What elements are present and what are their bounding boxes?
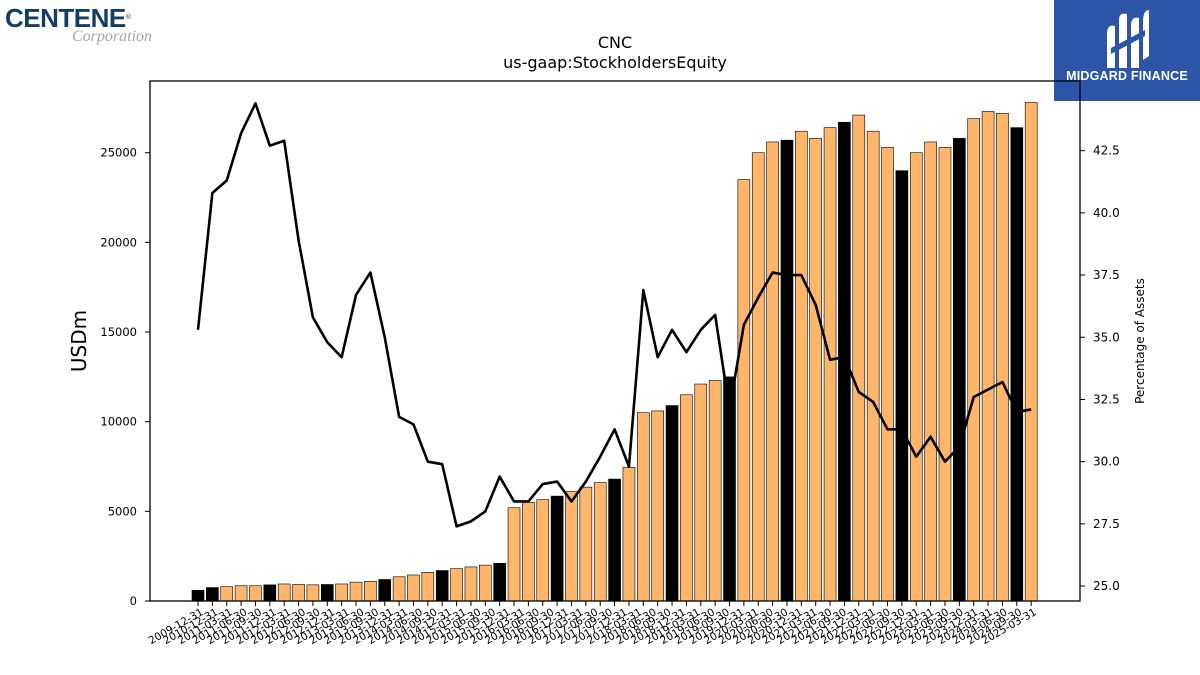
bar-2024-12-31 bbox=[1010, 127, 1024, 602]
bar-2024-09-30 bbox=[996, 112, 1009, 602]
bar-2015-03-31 bbox=[450, 568, 463, 602]
centene-logo: CENTENE® Corporation bbox=[5, 4, 175, 48]
bar-2010-12-31 bbox=[206, 587, 219, 602]
bar-2019-03-31 bbox=[680, 394, 693, 602]
y-tick-label: 10000 bbox=[100, 415, 137, 429]
line-layer bbox=[196, 102, 1032, 528]
bar-2016-12-31 bbox=[550, 495, 564, 602]
bar-2023-09-30 bbox=[938, 147, 952, 602]
midgard-finance-logo: MIDGARD FINANCE bbox=[1054, 0, 1200, 101]
y2-tick-label: 27.5 bbox=[1093, 517, 1120, 531]
y-tick-label: 0 bbox=[130, 594, 137, 608]
bar-2016-06-30 bbox=[522, 502, 535, 602]
bar-2012-12-31 bbox=[320, 584, 334, 602]
bar-2014-12-31 bbox=[435, 570, 449, 602]
bar-2021-06-30 bbox=[809, 138, 823, 602]
bar-2021-12-31 bbox=[838, 121, 851, 602]
bar-2023-12-31 bbox=[953, 138, 966, 602]
y2-axis-label: Percentage of Assets bbox=[1133, 278, 1147, 404]
bar-2019-06-30 bbox=[694, 383, 708, 602]
bar-2015-12-31 bbox=[493, 563, 506, 602]
x-axis: 2009-12-312010-12-312011-03-312011-06-30… bbox=[147, 601, 1039, 647]
bar-2016-03-31 bbox=[507, 507, 521, 602]
registered-mark: ® bbox=[125, 14, 131, 21]
bar-2024-06-30 bbox=[981, 111, 995, 602]
bars-layer bbox=[191, 102, 1038, 602]
bar-2018-12-31 bbox=[665, 405, 679, 602]
midgard-mark-icon bbox=[1107, 10, 1149, 69]
bar-2012-09-30 bbox=[306, 584, 320, 602]
bar-2017-12-31 bbox=[608, 478, 621, 602]
bar-2013-06-30 bbox=[349, 581, 363, 602]
y2-tick-label: 40.0 bbox=[1093, 206, 1120, 220]
bar-2022-03-31 bbox=[852, 114, 866, 602]
chart-subtitle: us-gaap:StockholdersEquity bbox=[503, 53, 727, 72]
bar-2011-12-31 bbox=[263, 584, 277, 602]
bar-2009-12-31 bbox=[191, 589, 205, 602]
y-tick-label: 20000 bbox=[100, 235, 137, 249]
bar-2012-03-31 bbox=[277, 583, 291, 602]
bar-2013-09-30 bbox=[364, 580, 377, 602]
midgard-wordmark: MIDGARD FINANCE bbox=[1066, 69, 1188, 83]
bar-2011-06-30 bbox=[234, 585, 248, 602]
bar-2020-03-31 bbox=[737, 179, 751, 602]
y2-tick-label: 37.5 bbox=[1093, 268, 1120, 282]
bar-2019-09-30 bbox=[708, 380, 722, 602]
y2-tick-label: 42.5 bbox=[1093, 144, 1120, 158]
bar-2015-09-30 bbox=[478, 564, 492, 602]
centene-wordmark-text: CENTENE bbox=[5, 3, 126, 33]
bar-2017-03-31 bbox=[565, 491, 578, 602]
y-tick-label: 25000 bbox=[100, 146, 137, 160]
y-tick-label: 15000 bbox=[100, 325, 137, 339]
centene-subtitle: Corporation bbox=[72, 28, 153, 45]
bar-2013-12-31 bbox=[378, 579, 392, 602]
bar-2012-06-30 bbox=[292, 584, 305, 602]
bar-2023-03-31 bbox=[909, 152, 923, 602]
bar-2011-03-31 bbox=[220, 586, 234, 602]
bar-2011-09-30 bbox=[249, 585, 262, 602]
y2-tick-label: 32.5 bbox=[1093, 392, 1120, 406]
bar-2024-03-31 bbox=[967, 118, 981, 602]
bar-2018-03-31 bbox=[622, 467, 636, 602]
right-axis: 25.0 27.5 30.0 32.5 35.0 37.5 40.0 42.5 bbox=[1080, 144, 1120, 593]
bar-2023-06-30 bbox=[924, 141, 937, 602]
y2-tick-label: 30.0 bbox=[1093, 455, 1120, 469]
bar-2014-06-30 bbox=[407, 574, 420, 602]
bar-2018-06-30 bbox=[637, 412, 650, 602]
bar-2020-09-30 bbox=[766, 141, 779, 602]
bar-2022-06-30 bbox=[866, 130, 880, 602]
y2-tick-label: 35.0 bbox=[1093, 330, 1120, 344]
bar-2021-09-30 bbox=[823, 127, 837, 602]
bar-2017-06-30 bbox=[579, 486, 593, 602]
y-tick-label: 5000 bbox=[108, 504, 137, 518]
bar-2014-09-30 bbox=[421, 572, 435, 602]
percentage-line bbox=[196, 102, 1032, 528]
bar-2022-12-31 bbox=[895, 170, 909, 602]
chart-title: CNC bbox=[598, 33, 632, 52]
y-axis-label: USDm bbox=[67, 310, 91, 372]
bar-2014-03-31 bbox=[392, 576, 406, 602]
bar-2018-09-30 bbox=[651, 410, 664, 602]
bar-2016-09-30 bbox=[536, 499, 550, 602]
left-axis: 0 5000 10000 15000 20000 25000 bbox=[100, 146, 150, 608]
bar-2020-12-31 bbox=[780, 139, 794, 602]
bar-2017-09-30 bbox=[593, 482, 607, 602]
centene-wordmark: CENTENE® bbox=[5, 3, 131, 33]
bar-2020-06-30 bbox=[751, 152, 765, 602]
y2-tick-label: 25.0 bbox=[1093, 579, 1120, 593]
bar-2025-03-31 bbox=[1024, 102, 1038, 602]
bar-2013-03-31 bbox=[335, 583, 348, 602]
bar-2015-06-30 bbox=[464, 566, 478, 602]
bar-2022-09-30 bbox=[881, 147, 894, 602]
bar-2021-03-31 bbox=[795, 130, 808, 602]
